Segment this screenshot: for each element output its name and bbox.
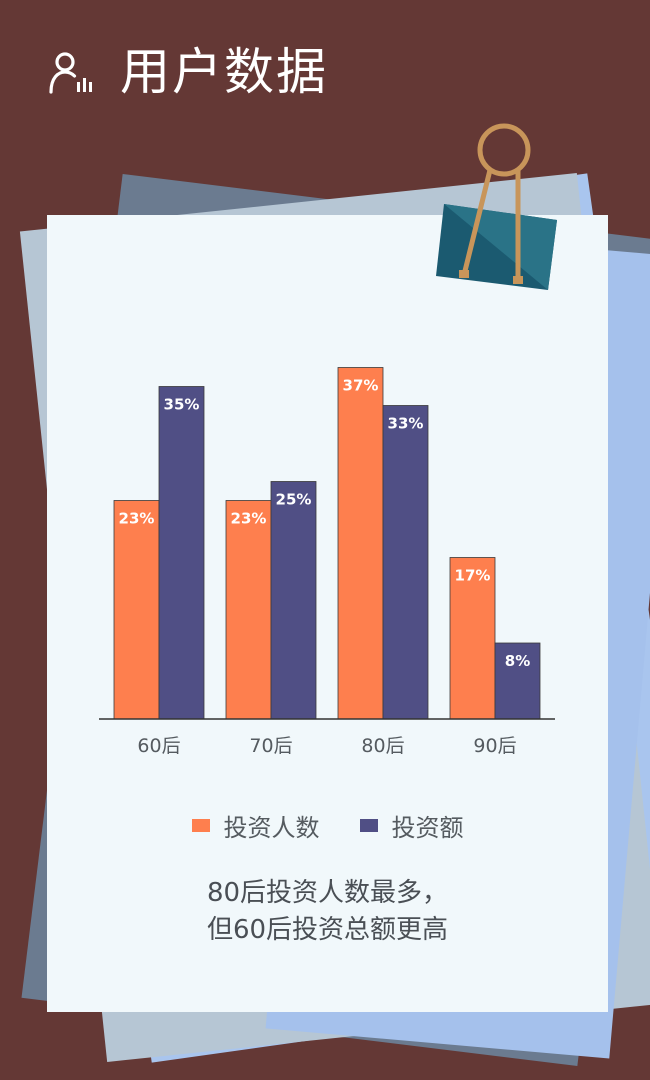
data-label-series2-4: 8% — [505, 652, 530, 670]
bar-chart: 23% 35% 23% 25% 37% 33% 17% 8% 60后 70后 80后 90后 — [99, 367, 555, 757]
data-label-series2-1: 35% — [164, 396, 200, 414]
user-chart-icon — [49, 52, 92, 94]
legend-label-series1: 投资人数 — [223, 814, 320, 842]
chart-caption: 80后投资人数最多， 但60后投资总额更高 — [47, 875, 608, 949]
bar-series2-1 — [158, 386, 205, 720]
data-label-series1-4: 17% — [455, 567, 491, 585]
caption-line-2: 但60后投资总额更高 — [206, 915, 449, 945]
bar-series1-1 — [113, 500, 160, 720]
x-tick-label-2: 70后 — [249, 735, 292, 757]
x-tick-label-1: 60后 — [137, 735, 180, 757]
x-tick-label-4: 90后 — [473, 735, 516, 757]
binder-clip-icon — [436, 123, 557, 290]
bar-series1-2 — [225, 500, 272, 720]
header: 用户数据 — [48, 40, 328, 104]
data-label-series1-2: 23% — [231, 510, 267, 528]
bar-series1-4 — [449, 557, 496, 720]
bar-series2-3 — [382, 405, 429, 720]
bar-series2-2 — [270, 481, 317, 720]
x-tick-label-3: 80后 — [361, 735, 404, 757]
data-label-series1-3: 37% — [343, 377, 379, 395]
legend-swatch-series2 — [359, 819, 378, 832]
legend: 投资人数 投资额 — [47, 808, 608, 843]
legend-label-series2: 投资额 — [391, 814, 464, 842]
legend-item-series1: 投资人数 — [191, 808, 320, 843]
bar-series2-4 — [494, 642, 541, 720]
page-title: 用户数据 — [120, 43, 328, 101]
data-label-series1-1: 23% — [119, 510, 155, 528]
bar-series1-3 — [337, 367, 384, 720]
data-label-series2-2: 25% — [276, 491, 312, 509]
legend-item-series2: 投资额 — [359, 808, 464, 843]
caption-line-1: 80后投资人数最多， — [206, 878, 449, 908]
legend-swatch-series1 — [191, 819, 210, 832]
data-label-series2-3: 33% — [388, 415, 424, 433]
